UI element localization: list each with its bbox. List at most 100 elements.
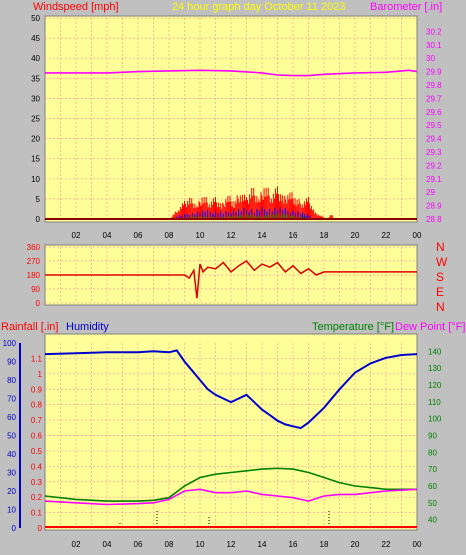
humidity-tick-label: 0 [12,524,17,533]
hour-tick-label: 06 [134,231,143,240]
windspeed-tick-label: 0 [36,215,41,224]
hour-tick-label: 08 [165,231,174,240]
barometer-tick-label: 29.8 [426,81,442,90]
rain-event-marks [119,511,330,529]
rainfall-tick-label: 0.4 [31,462,43,471]
windspeed-tick-label: 40 [31,54,40,63]
rainfall-tick-label: 1.1 [31,354,43,363]
temperature-ticks: 40 50 60 70 80 90 100 110 120 130 140 [428,347,442,524]
barometer-tick-label: 28.8 [426,215,442,224]
barometer-tick-label: 29.3 [426,148,442,157]
rainfall-tick-label: 0.6 [31,432,43,441]
windspeed-tick-label: 20 [31,135,40,144]
temperature-tick-label: 60 [428,482,437,491]
direction-label-s: S [436,270,444,284]
direction-tick-label: 360 [27,243,41,252]
rainfall-tick-label: 0.9 [31,385,43,394]
barometer-ticks: 28.8 28.9 29 29.1 29.2 29.3 29.4 29.5 29.6 29.7 29… [426,27,442,224]
temperature-tick-label: 90 [428,432,437,441]
barometer-axis-title: Barometer [.in] [370,1,442,13]
hour-tick-label: 10 [196,540,205,549]
windspeed-tick-label: 35 [31,74,40,83]
humidity-tick-label: 100 [3,339,17,348]
humidity-tick-label: 30 [7,469,16,478]
temperature-tick-label: 70 [428,465,437,474]
rainfall-tick-label: 0 [38,524,43,533]
rainfall-tick-label: 0.5 [31,447,43,456]
rainfall-tick-label: 0.3 [31,478,43,487]
direction-label-n-bottom: N [436,300,445,314]
wind-direction-ticks: 0 90 180 270 360 [27,243,41,308]
humidity-axis-title: Humidity [66,321,109,333]
direction-tick-label: 0 [36,299,41,308]
rainfall-ticks: 0 0.1 0.2 0.3 0.4 0.5 0.6 0.7 0.8 0.9 1 1.1 [31,354,43,533]
barometer-line [45,69,418,77]
humidity-tick-label: 80 [7,376,16,385]
windspeed-tick-label: 10 [31,175,40,184]
temperature-tick-label: 110 [428,398,441,407]
hour-tick-label: 08 [165,540,174,549]
humidity-line [44,349,418,430]
hour-tick-label: 14 [258,540,267,549]
chart-title: 24 hour graph day October 11 2023 [172,1,345,13]
temperature-axis-title: Temperature [°F] [312,321,394,333]
barometer-tick-label: 30 [426,54,435,63]
windspeed-tick-label: 45 [31,34,40,43]
temperature-tick-label: 80 [428,448,437,457]
windspeed-axis-title: Windspeed [mph] [33,1,119,13]
wind-baro-grid [45,17,417,220]
direction-tick-label: 180 [27,271,41,280]
humidity-tick-label: 20 [7,487,16,496]
humidity-tick-label: 70 [7,395,16,404]
windspeed-tick-label: 30 [31,94,40,103]
hour-tick-label: 12 [227,231,236,240]
dewpoint-line [44,488,418,506]
temp-humidity-grid [45,343,417,529]
temperature-tick-label: 40 [428,516,437,525]
humidity-ticks: 0 10 20 30 40 50 60 70 80 90 100 [3,339,17,533]
wind-baro-hour-ticks: 02 04 06 08 10 12 14 16 18 20 22 00 [72,231,422,240]
hour-tick-label: 20 [351,540,360,549]
hour-tick-label: 16 [289,231,298,240]
rainfall-tick-label: 0.7 [31,416,43,425]
rainfall-tick-label: 0.1 [31,509,43,518]
humidity-tick-label: 60 [7,413,16,422]
barometer-tick-label: 29 [426,188,435,197]
barometer-tick-label: 29.4 [426,135,442,144]
humidity-tick-label: 50 [7,432,16,441]
hour-tick-label: 04 [103,231,112,240]
hour-tick-label: 00 [413,540,422,549]
windspeed-tick-label: 50 [31,14,40,23]
hour-tick-label: 22 [382,540,391,549]
rainfall-tick-label: 1 [38,370,43,379]
humidity-tick-label: 40 [7,450,16,459]
temp-humidity-hour-ticks: 02 04 06 08 10 12 14 16 18 20 22 00 [72,540,422,549]
hour-tick-label: 18 [320,540,329,549]
barometer-tick-label: 29.7 [426,94,442,103]
humidity-tick-label: 90 [7,358,16,367]
direction-label-e: E [436,285,444,299]
hour-tick-label: 04 [103,540,112,549]
hour-tick-label: 18 [320,231,329,240]
hour-tick-label: 00 [413,231,422,240]
barometer-tick-label: 28.9 [426,202,442,211]
wind-direction-line [45,260,417,299]
barometer-tick-label: 29.6 [426,108,442,117]
hour-tick-label: 02 [72,540,81,549]
hour-tick-label: 16 [289,540,298,549]
rainfall-tick-label: 0.8 [31,401,43,410]
hour-tick-label: 10 [196,231,205,240]
barometer-tick-label: 29.9 [426,68,442,77]
windspeed-tick-label: 15 [31,155,40,164]
barometer-tick-label: 29.5 [426,121,442,130]
direction-label-n-top: N [436,240,445,254]
temperature-tick-label: 100 [428,415,442,424]
hour-tick-label: 02 [72,231,81,240]
direction-tick-label: 90 [31,285,40,294]
barometer-tick-label: 30.2 [426,27,442,36]
hour-tick-label: 12 [227,540,236,549]
temperature-tick-label: 140 [428,347,442,356]
hour-tick-label: 22 [382,231,391,240]
hour-tick-label: 14 [258,231,267,240]
